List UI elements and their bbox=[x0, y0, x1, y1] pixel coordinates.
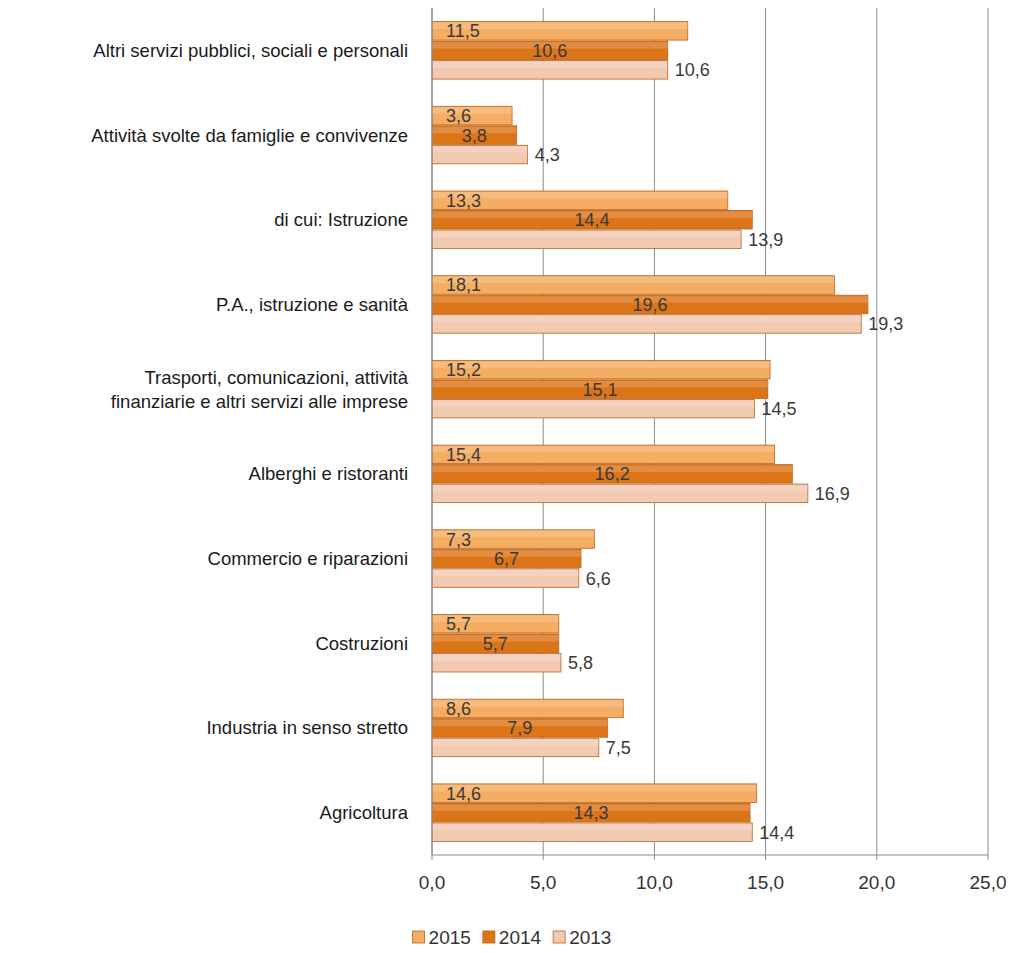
data-label: 14,6 bbox=[446, 784, 481, 804]
category-label: di cui: Istruzione bbox=[274, 209, 408, 230]
tick-mark bbox=[654, 855, 655, 860]
data-label: 14,4 bbox=[759, 823, 794, 843]
bar bbox=[432, 484, 808, 503]
tick-mark bbox=[432, 855, 433, 860]
bar bbox=[432, 654, 561, 673]
tick-label: 0,0 bbox=[419, 872, 445, 893]
data-label: 19,3 bbox=[868, 314, 903, 334]
category-label: Agricoltura bbox=[320, 802, 409, 823]
category-label: Attività svolte da famiglie e convivenze bbox=[91, 125, 408, 146]
bar bbox=[432, 145, 528, 164]
chart: 11,5 3,6 13,3 18,1 15,2 15,4 7,3 5,7 8,6 14,6 10,6… bbox=[0, 0, 1024, 953]
legend-swatch bbox=[413, 931, 425, 943]
legend-swatch bbox=[553, 931, 565, 943]
data-label: 4,3 bbox=[535, 145, 560, 165]
legend-swatch bbox=[483, 931, 495, 943]
data-label: 14,3 bbox=[573, 803, 608, 823]
tick-labels: 0,0 5,0 10,0 15,0 20,0 25,0 bbox=[419, 872, 1007, 893]
data-label: 16,2 bbox=[595, 464, 630, 484]
tick-label: 15,0 bbox=[747, 872, 784, 893]
data-label: 5,7 bbox=[483, 634, 508, 654]
tick-mark bbox=[876, 855, 877, 860]
data-label: 11,5 bbox=[446, 21, 480, 41]
bar bbox=[432, 738, 599, 757]
data-label: 3,6 bbox=[446, 106, 471, 126]
bar bbox=[432, 823, 752, 842]
grid-line bbox=[654, 8, 655, 855]
legend-label: 2014 bbox=[499, 927, 542, 948]
bar bbox=[432, 61, 668, 80]
legend-label: 2015 bbox=[429, 927, 471, 948]
data-label: 7,9 bbox=[507, 718, 532, 738]
legend-label: 2013 bbox=[569, 927, 611, 948]
tick-label: 5,0 bbox=[530, 872, 556, 893]
category-label: Altri servizi pubblici, sociali e person… bbox=[93, 40, 408, 61]
data-label: 7,5 bbox=[606, 738, 631, 758]
data-label: 3,8 bbox=[462, 126, 487, 146]
bar bbox=[432, 315, 861, 334]
category-label: P.A., istruzione e sanità bbox=[216, 294, 409, 315]
category-labels: Altri servizi pubblici, sociali e person… bbox=[91, 40, 408, 823]
category-label: Industria in senso stretto bbox=[206, 717, 408, 738]
data-label: 6,7 bbox=[494, 549, 519, 569]
data-label: 6,6 bbox=[586, 569, 611, 589]
bar bbox=[432, 360, 770, 379]
legend: 2015 2014 2013 bbox=[413, 927, 612, 948]
grid-line bbox=[876, 8, 877, 855]
bar bbox=[432, 276, 835, 295]
data-label: 13,9 bbox=[748, 230, 783, 250]
data-label: 5,8 bbox=[568, 653, 593, 673]
data-label: 19,6 bbox=[632, 295, 667, 315]
data-label: 13,3 bbox=[446, 191, 481, 211]
data-label: 7,3 bbox=[446, 530, 471, 550]
category-label: Commercio e riparazioni bbox=[208, 548, 408, 569]
data-label: 14,5 bbox=[761, 399, 796, 419]
data-label: 16,9 bbox=[815, 484, 850, 504]
data-label: 15,1 bbox=[582, 380, 617, 400]
data-label: 18,1 bbox=[446, 275, 481, 295]
data-label: 8,6 bbox=[446, 699, 471, 719]
tick-label: 25,0 bbox=[970, 872, 1007, 893]
tick-label: 10,0 bbox=[636, 872, 673, 893]
bar bbox=[432, 230, 741, 249]
grid bbox=[432, 8, 988, 860]
category-label: Alberghi e ristoranti bbox=[249, 463, 408, 484]
tick-mark bbox=[543, 855, 544, 860]
bar bbox=[432, 106, 512, 125]
data-labels: 11,5 3,6 13,3 18,1 15,2 15,4 7,3 5,7 8,6 14,6 10,6… bbox=[446, 21, 903, 842]
bar bbox=[432, 569, 579, 588]
data-label: 15,2 bbox=[446, 360, 481, 380]
axis-line bbox=[432, 854, 988, 855]
grid-line bbox=[765, 8, 766, 855]
bar bbox=[432, 399, 754, 418]
data-label: 15,4 bbox=[446, 445, 481, 465]
data-label: 14,4 bbox=[575, 210, 610, 230]
category-label: Costruzioni bbox=[315, 633, 408, 654]
tick-mark bbox=[988, 855, 989, 860]
category-label: Trasporti, comunicazioni, attivitàfinanz… bbox=[111, 367, 409, 412]
bars bbox=[432, 22, 868, 842]
data-label: 10,6 bbox=[532, 41, 567, 61]
data-label: 5,7 bbox=[446, 614, 471, 634]
tick-mark bbox=[765, 855, 766, 860]
grid-line bbox=[432, 8, 433, 855]
data-label: 10,6 bbox=[675, 60, 710, 80]
axis-line bbox=[431, 8, 432, 855]
grid-line bbox=[988, 8, 989, 855]
tick-label: 20,0 bbox=[858, 872, 895, 893]
bar bbox=[432, 445, 774, 464]
